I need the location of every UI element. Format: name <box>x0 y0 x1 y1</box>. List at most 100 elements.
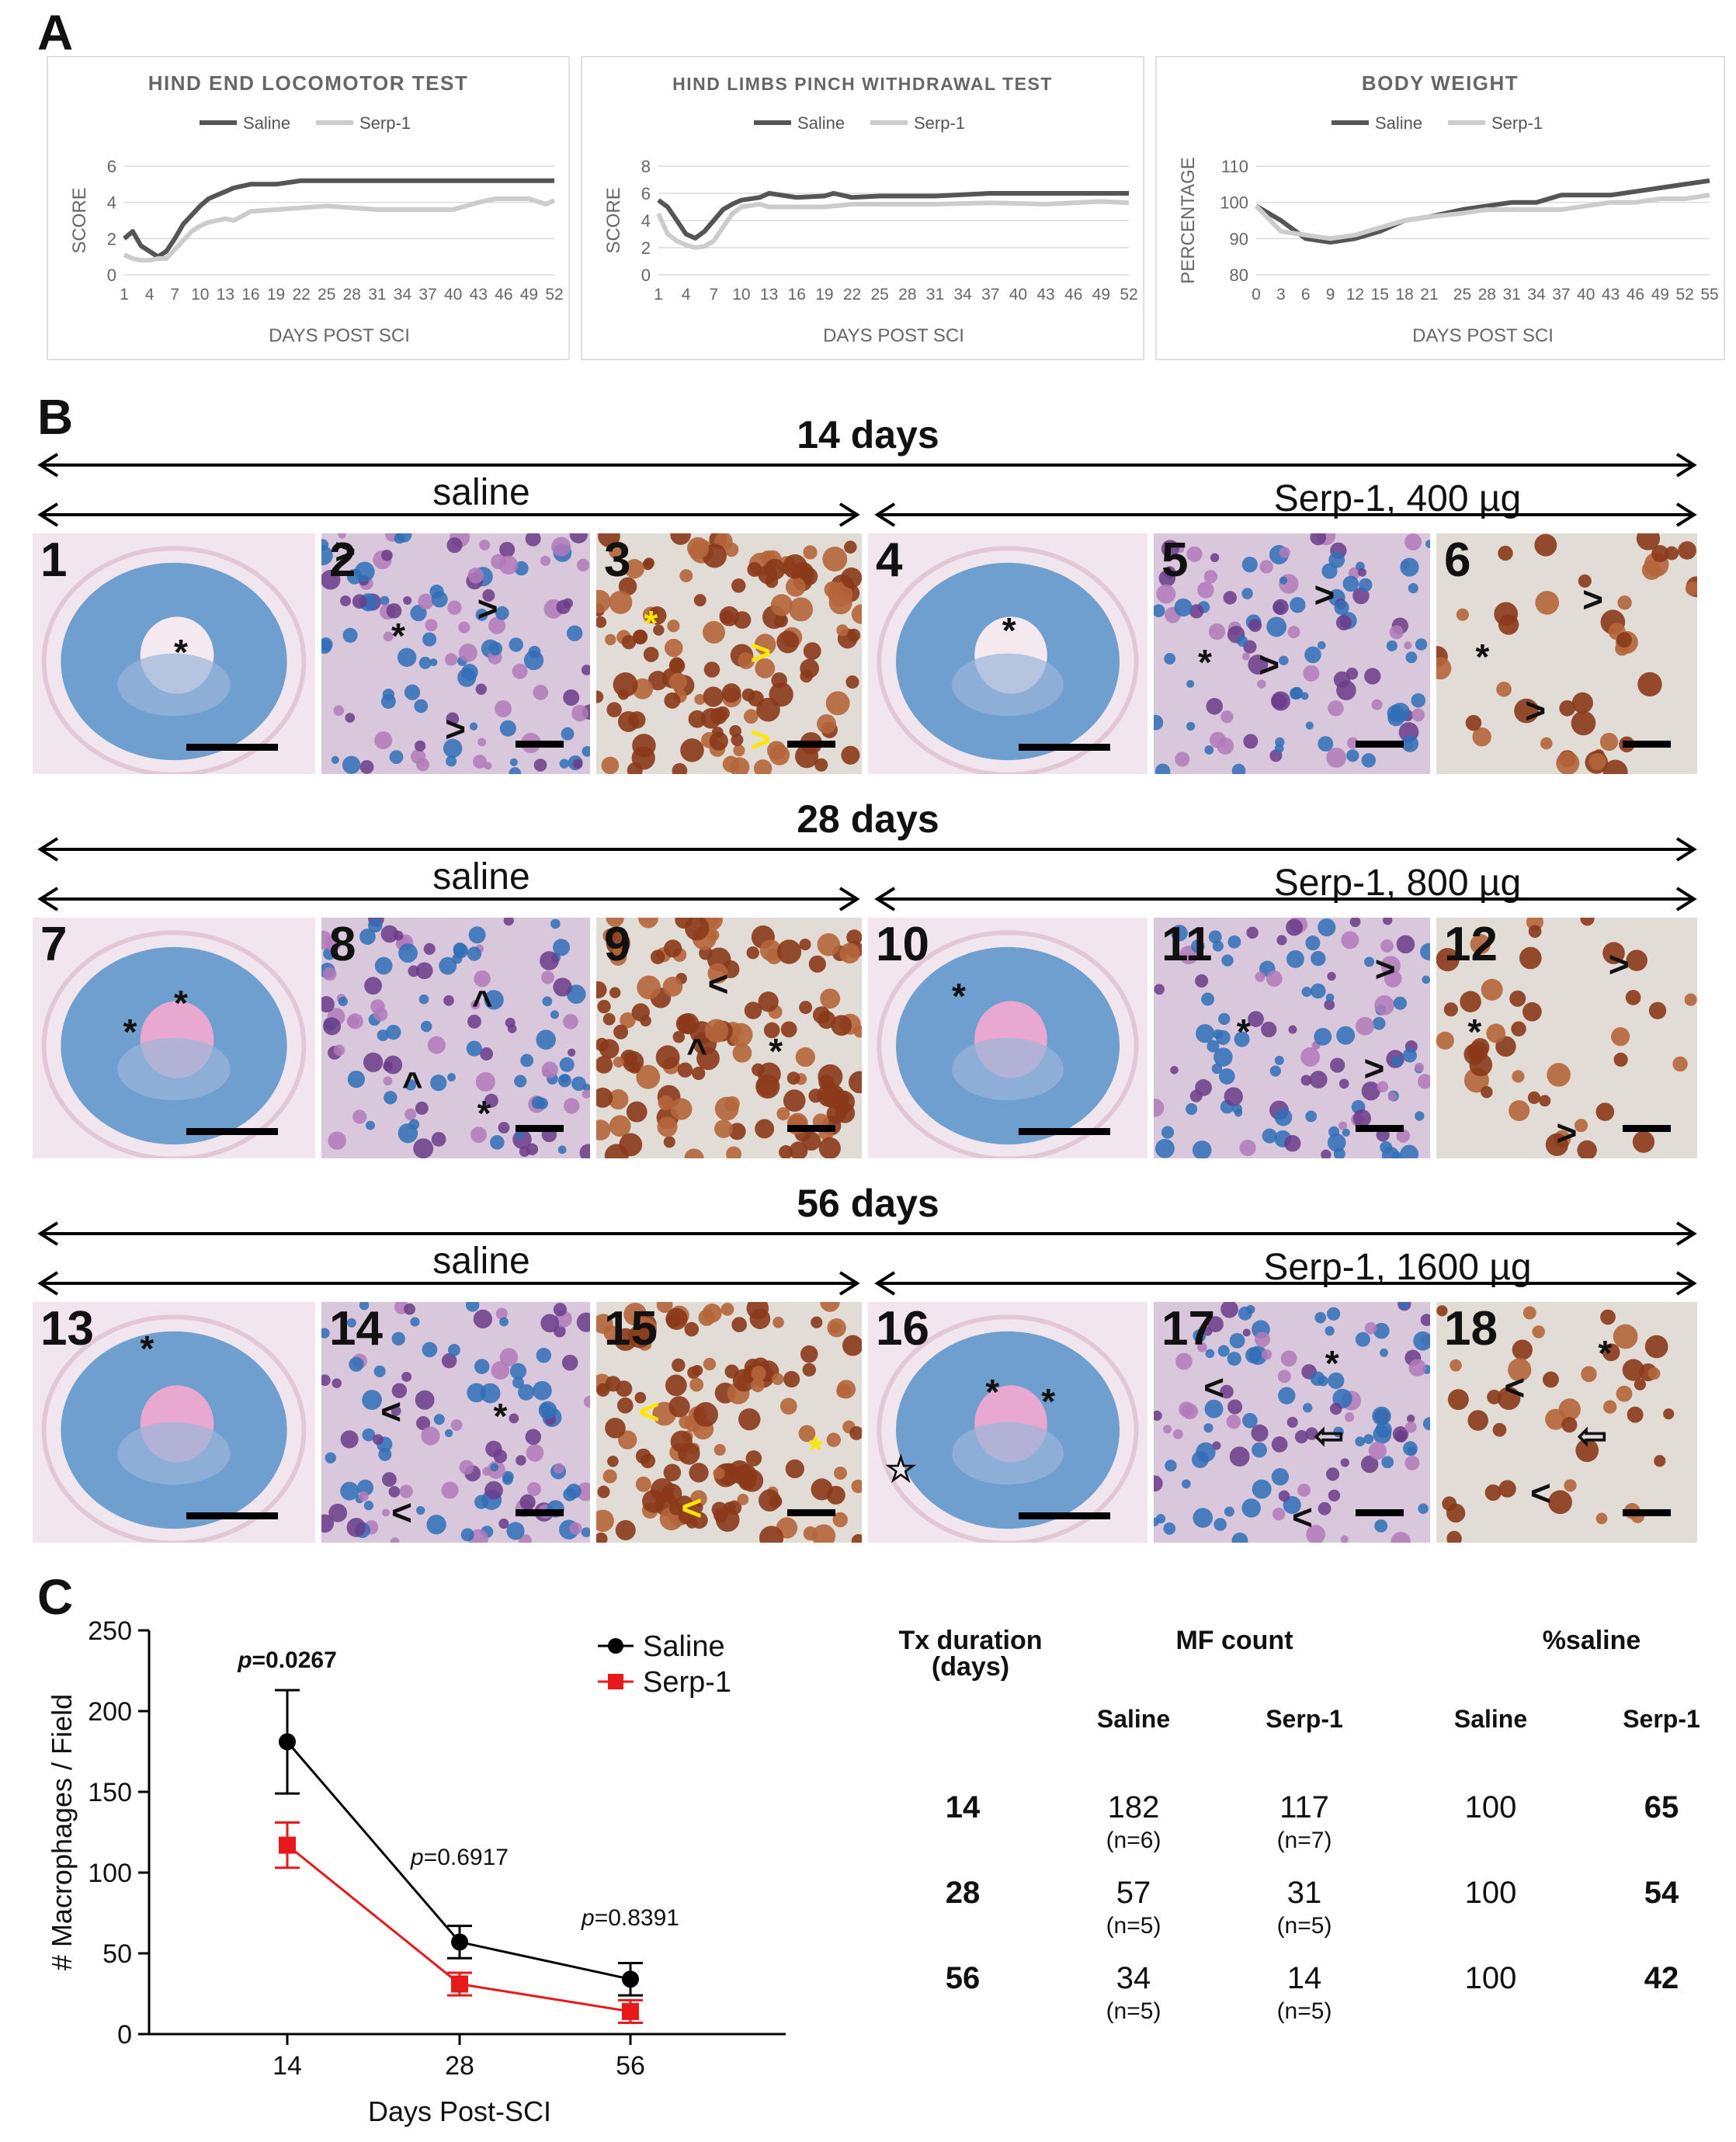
annotation-marker: * <box>808 1429 823 1470</box>
stained-macrophage <box>702 1304 722 1323</box>
stained-macrophage <box>626 1101 648 1123</box>
stained-macrophage <box>1613 1052 1628 1068</box>
cell <box>559 1057 575 1072</box>
stained-macrophage <box>1678 541 1696 560</box>
x-tick-label: 10 <box>732 286 750 304</box>
cell <box>1401 735 1419 752</box>
stained-macrophage <box>812 1006 831 1024</box>
stained-macrophage <box>763 1022 780 1039</box>
annotation-marker: ^ <box>401 1064 423 1106</box>
cell <box>426 1515 446 1535</box>
stained-macrophage <box>680 738 704 762</box>
stained-macrophage <box>801 1131 821 1151</box>
cell <box>1212 1441 1221 1450</box>
cell <box>1326 747 1347 768</box>
stained-macrophage <box>613 672 638 697</box>
cell <box>1248 1345 1268 1365</box>
cell <box>559 1519 579 1540</box>
stained-macrophage <box>1644 1335 1668 1359</box>
x-tick-label: 16 <box>788 286 806 304</box>
stained-macrophage <box>608 1089 629 1110</box>
stained-macrophage <box>744 1359 762 1376</box>
cell <box>1279 576 1288 585</box>
cell <box>347 1070 366 1088</box>
cell <box>1163 1425 1172 1434</box>
annotation-marker: * <box>644 603 658 644</box>
stained-macrophage <box>688 710 707 728</box>
cell <box>557 1145 567 1154</box>
cell <box>1408 1359 1426 1377</box>
cell <box>1193 1329 1207 1342</box>
stained-macrophage <box>663 1463 682 1481</box>
scale-bar <box>1623 741 1671 748</box>
stained-macrophage <box>689 1490 707 1508</box>
cell <box>1351 1099 1366 1114</box>
stained-macrophage <box>799 1001 813 1015</box>
cell <box>475 683 487 695</box>
cell <box>1218 1068 1235 1085</box>
stained-macrophage <box>682 1430 693 1442</box>
stained-macrophage <box>717 1463 741 1486</box>
cell <box>382 1508 391 1517</box>
cell <box>542 996 553 1007</box>
cell <box>1286 1416 1298 1429</box>
duration-arrow <box>37 837 1697 862</box>
stained-macrophage <box>711 1020 733 1042</box>
cell <box>1327 1133 1346 1152</box>
stained-macrophage <box>746 1302 769 1320</box>
micrograph-panel: 2 * > > > <box>321 533 590 774</box>
stained-macrophage <box>643 647 659 662</box>
cell <box>485 1440 502 1458</box>
stained-macrophage <box>703 661 720 678</box>
cell <box>1312 1041 1321 1050</box>
annotation-marker: * <box>1197 641 1212 682</box>
stained-macrophage <box>836 1380 856 1399</box>
cell <box>582 1089 590 1099</box>
cell <box>1346 749 1359 762</box>
y-tick-label: 110 <box>1221 157 1248 176</box>
cell <box>1245 1347 1262 1364</box>
stained-macrophage <box>1616 1385 1633 1402</box>
stained-macrophage <box>763 550 782 568</box>
x-tick-label: 1 <box>120 286 129 304</box>
stained-macrophage <box>1495 1036 1516 1057</box>
cell <box>1381 1456 1394 1469</box>
cell <box>1380 939 1394 953</box>
y-tick-label: 2 <box>641 238 651 258</box>
micrograph-number: 7 <box>40 918 68 971</box>
mf-saline-n: (n=5) <box>1106 1913 1161 1939</box>
cell <box>1304 646 1321 664</box>
cell <box>499 1317 509 1327</box>
x-tick-label: 4 <box>145 286 155 304</box>
stained-macrophage <box>711 1501 727 1518</box>
stained-macrophage <box>698 1309 716 1326</box>
cell <box>467 1014 481 1029</box>
cell <box>502 1474 513 1485</box>
cell <box>1245 1304 1255 1314</box>
stained-macrophage <box>603 1325 620 1342</box>
cell <box>1276 935 1287 946</box>
stained-macrophage <box>724 1364 739 1379</box>
cell <box>411 748 426 764</box>
gray-matter <box>952 1422 1064 1485</box>
cell <box>1257 679 1266 689</box>
cell <box>1154 1410 1162 1422</box>
micrograph-number: 18 <box>1444 1302 1498 1356</box>
cell <box>475 609 488 621</box>
cell <box>363 1501 374 1511</box>
stained-macrophage <box>1611 1027 1630 1047</box>
cell <box>1197 1342 1207 1352</box>
cell <box>480 1047 494 1061</box>
cell <box>1158 570 1176 587</box>
stained-macrophage <box>634 1317 658 1341</box>
cell <box>430 1074 447 1092</box>
cell <box>503 918 514 926</box>
stained-macrophage <box>842 1420 856 1434</box>
cell <box>380 603 396 620</box>
stained-macrophage <box>664 939 682 958</box>
cell <box>1406 1415 1415 1423</box>
cell <box>1387 709 1405 727</box>
cell <box>474 1359 490 1374</box>
tissue-background <box>1436 1302 1697 1543</box>
stained-macrophage <box>1509 990 1526 1007</box>
